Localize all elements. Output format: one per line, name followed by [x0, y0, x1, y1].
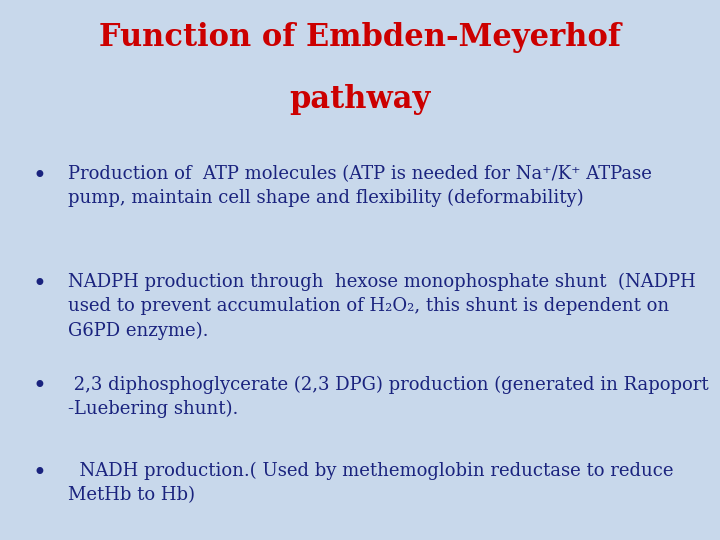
Text: •: • [32, 375, 47, 399]
Text: NADPH production through  hexose monophosphate shunt  (NADPH
used to prevent acc: NADPH production through hexose monophos… [68, 273, 696, 340]
Text: •: • [32, 462, 47, 485]
Text: Function of Embden-Meyerhof: Function of Embden-Meyerhof [99, 22, 621, 52]
Text: pathway: pathway [289, 84, 431, 114]
Text: NADH production.( Used by methemoglobin reductase to reduce
MetHb to Hb): NADH production.( Used by methemoglobin … [68, 462, 674, 504]
Text: 2,3 diphosphoglycerate (2,3 DPG) production (generated in Rapoport
-Luebering sh: 2,3 diphosphoglycerate (2,3 DPG) product… [68, 375, 709, 418]
Text: •: • [32, 273, 47, 296]
Text: Production of  ATP molecules (ATP is needed for Na⁺/K⁺ ATPase
pump, maintain cel: Production of ATP molecules (ATP is need… [68, 165, 652, 207]
Text: •: • [32, 165, 47, 188]
